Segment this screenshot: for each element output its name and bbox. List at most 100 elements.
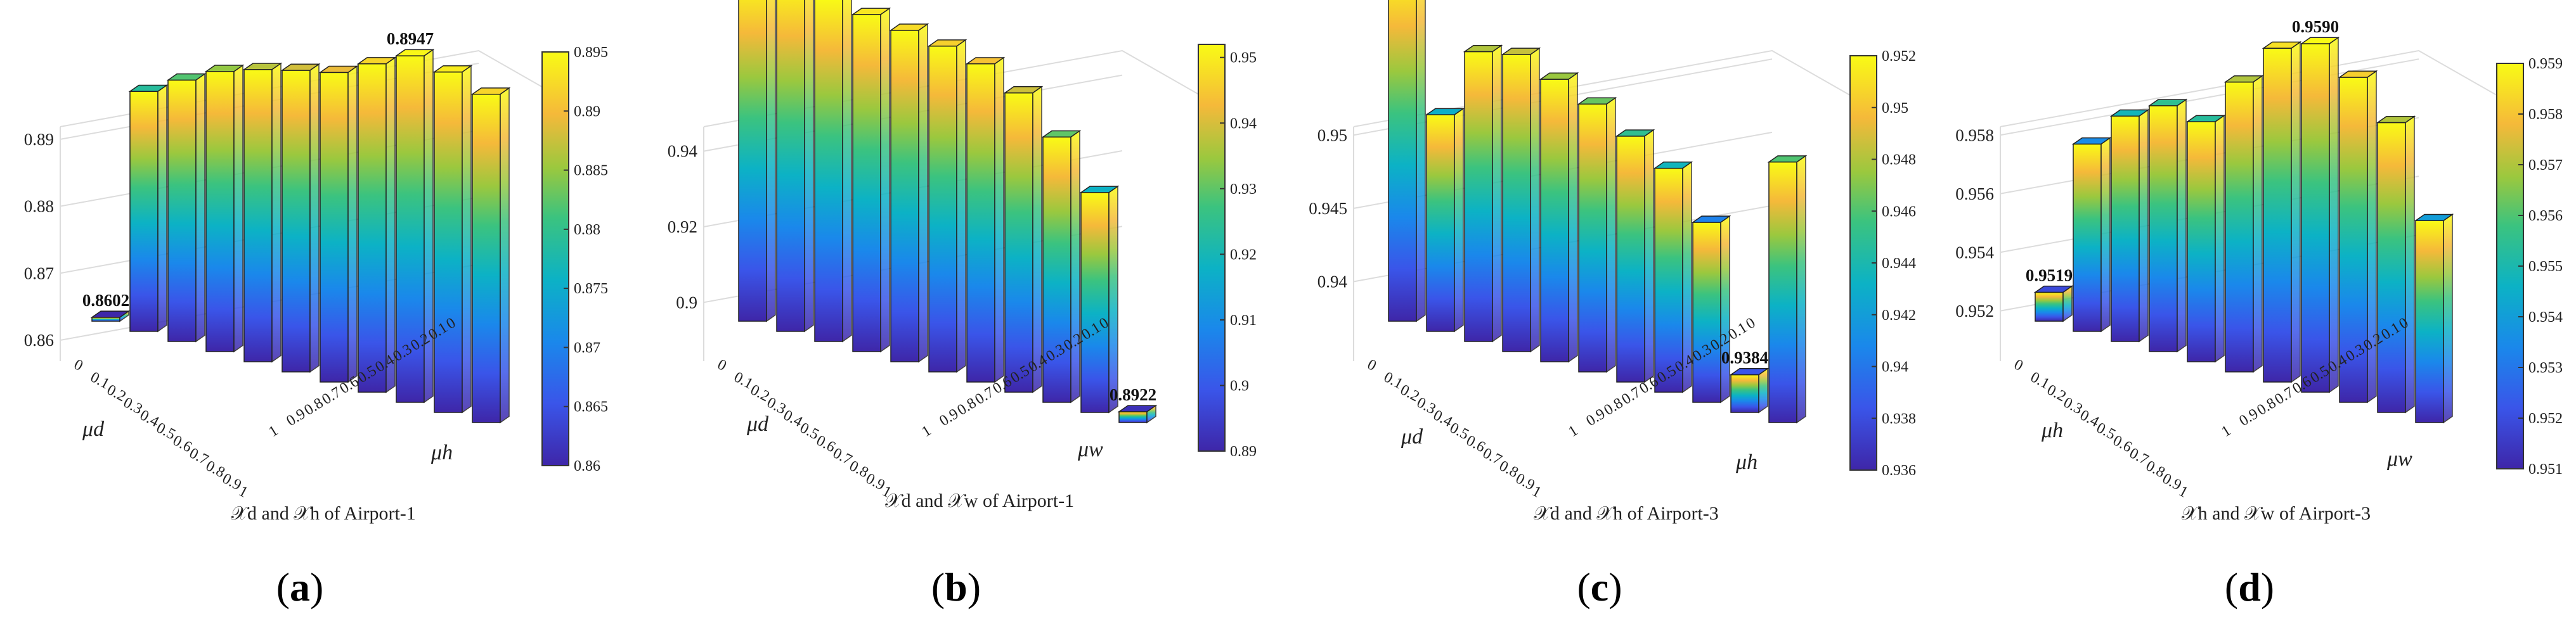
bar-side-face <box>2443 214 2453 424</box>
colorbar-tick-label: 0.946 <box>1882 203 1916 220</box>
bar-top-face <box>2338 70 2378 78</box>
row-tick-label: 0 <box>1364 356 1379 374</box>
bar-front-face <box>1426 114 1455 332</box>
bar-front-face <box>2301 43 2330 393</box>
bar-side-face <box>195 73 205 343</box>
colorbar-tick-label: 0.954 <box>2528 309 2563 326</box>
colorbar-tick-label: 0.955 <box>2528 258 2563 275</box>
bar <box>1117 404 1158 424</box>
panel-b-caption: (b) <box>931 564 981 609</box>
bar-front-face <box>1768 162 1797 423</box>
bar <box>2338 70 2378 404</box>
bar-top-face <box>356 57 397 65</box>
z-tick-label: 0.86 <box>24 331 54 350</box>
bar-side-face <box>1720 215 1730 404</box>
bar-front-face <box>814 0 843 342</box>
colorbar-tick-label: 0.951 <box>2528 461 2563 478</box>
bar <box>2300 36 2340 393</box>
x-axis-label: μw <box>2386 447 2412 471</box>
bar-top-face <box>470 87 511 95</box>
col-tick-label: 1 <box>1565 423 1581 440</box>
bar-top-face <box>2414 214 2454 221</box>
bar-front-face <box>966 63 995 383</box>
colorbar-tick-label: 0.952 <box>1882 48 1916 65</box>
bar-top-face <box>2262 41 2302 49</box>
chart-panel-b: 0.90.920.940.95180.892200.10.20.30.40.50… <box>668 0 1257 511</box>
bar-top-face <box>889 23 929 31</box>
bar <box>318 65 359 383</box>
z-tick-label: 0.958 <box>1955 125 1994 144</box>
colorbar-tick-label: 0.94 <box>1882 359 1908 376</box>
bar-data-label: 0.9384 <box>1721 348 1768 367</box>
bar-side-face <box>2100 137 2111 333</box>
bar-top-face <box>927 39 968 47</box>
bar <box>1615 129 1655 383</box>
bar-side-face <box>1568 72 1578 363</box>
bar-data-label: 0.8922 <box>1110 385 1156 404</box>
bar-top-face <box>1003 86 1044 94</box>
bar-front-face <box>243 69 273 362</box>
bar-top-face <box>2033 285 2074 293</box>
bar-front-face <box>852 14 881 352</box>
bar-front-face <box>890 30 919 362</box>
bar-front-face <box>2073 143 2102 332</box>
bar-front-face <box>129 91 159 332</box>
bar-data-label: 0.8602 <box>82 291 129 310</box>
bar-side-face <box>2139 109 2149 343</box>
bar-top-face <box>1539 72 1579 80</box>
bar <box>1729 367 1770 414</box>
bar-side-face <box>2405 115 2415 414</box>
bar-front-face <box>738 0 767 322</box>
colorbar-tick-label: 0.89 <box>574 103 600 120</box>
chart-panel-a: 0.860.870.880.890.86020.894700.10.20.30.… <box>24 29 608 524</box>
chart-subtitle: 𝒳d and 𝒳h of Airport-3 <box>1534 503 1719 524</box>
bar-front-face <box>1118 411 1148 423</box>
bar-front-face <box>282 70 311 373</box>
colorbar-tick-label: 0.953 <box>2528 360 2563 376</box>
colorbar: 0.86 0.865 0.87 0.875 0.88 0.885 0.89 0.895 <box>541 44 608 475</box>
bar-top-face <box>394 49 435 56</box>
x-axis-label: μh <box>430 441 453 464</box>
bar-top-face <box>318 65 359 73</box>
bar <box>1388 0 1426 322</box>
bar <box>2185 114 2226 363</box>
bar-top-face <box>2300 37 2340 44</box>
colorbar: 0.936 0.938 0.94 0.942 0.944 0.946 0.948 0.95 0.… <box>1849 48 1916 479</box>
top-wall-edge <box>2000 49 2508 127</box>
bar-data-label: 0.9590 <box>2292 17 2339 36</box>
bar <box>90 310 131 322</box>
bar-side-face <box>918 23 928 363</box>
z-tick-label: 0.952 <box>1955 302 1994 321</box>
bar <box>738 0 776 322</box>
row-tick-label: 0 <box>71 356 86 374</box>
colorbar-tick-label: 0.895 <box>574 44 608 61</box>
z-tick-label: 0.89 <box>24 130 54 149</box>
bar-side-face <box>424 48 434 404</box>
bar-side-face <box>271 62 282 363</box>
bar-top-face <box>242 63 283 70</box>
bar <box>776 0 814 333</box>
colorbar-tick-label: 0.952 <box>2528 411 2563 427</box>
bar <box>2414 214 2454 424</box>
bar-front-face <box>1540 79 1569 362</box>
bar-side-face <box>1492 44 1502 343</box>
bar <box>204 64 245 353</box>
bar-front-face <box>91 317 120 322</box>
bar-side-face <box>2253 75 2263 373</box>
bar <box>1501 47 1541 353</box>
bar-front-face <box>1388 0 1417 322</box>
bar-top-face <box>965 57 1006 65</box>
bar-top-face <box>280 63 321 71</box>
bar-front-face <box>1578 103 1607 373</box>
bar-front-face <box>320 72 349 383</box>
z-tick-label: 0.94 <box>1317 272 1348 291</box>
bar-front-face <box>1080 192 1110 413</box>
colorbar-tick-label: 0.89 <box>1230 443 1257 460</box>
bar-top-face <box>90 310 131 318</box>
bar-top-face <box>1463 44 1503 53</box>
chart-subtitle: 𝒳d and 𝒳w of Airport-1 <box>885 490 1074 511</box>
bar-top-face <box>1501 48 1541 55</box>
bar <box>1079 185 1120 414</box>
bar <box>432 65 473 414</box>
bar-front-face <box>1616 136 1645 383</box>
